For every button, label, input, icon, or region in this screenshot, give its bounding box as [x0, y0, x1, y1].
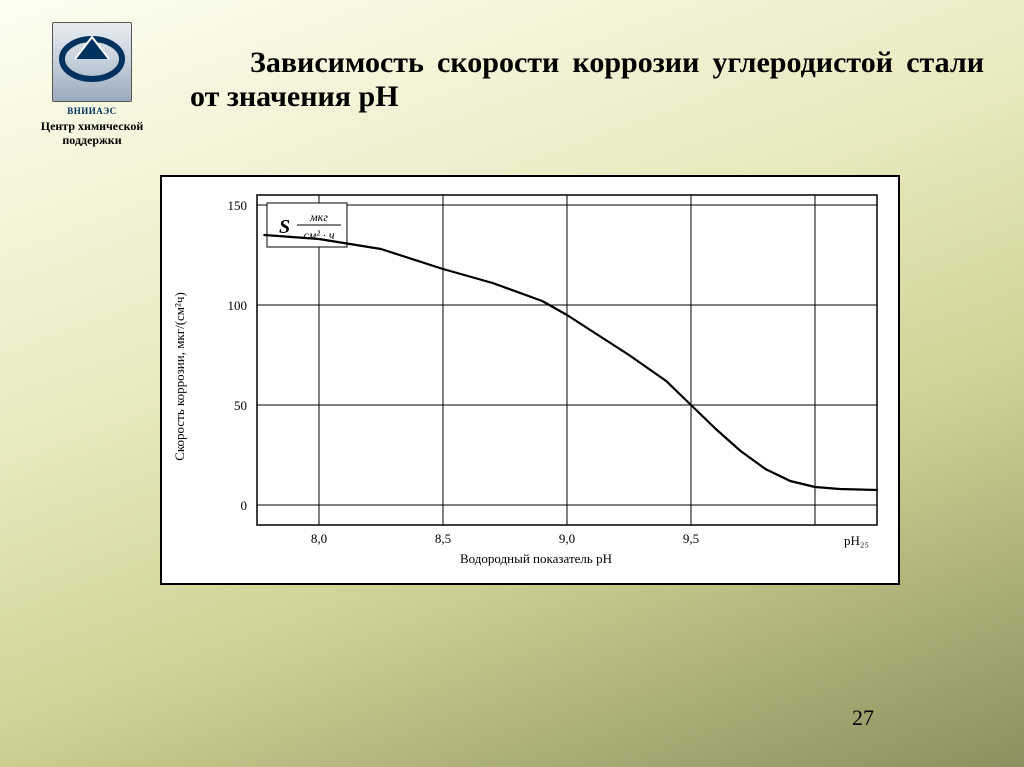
- slide-title: Зависимость скорости коррозии углеродист…: [190, 46, 984, 114]
- svg-text:8,0: 8,0: [311, 531, 327, 546]
- svg-text:8,5: 8,5: [435, 531, 451, 546]
- slide-title-block: Зависимость скорости коррозии углеродист…: [190, 46, 984, 114]
- chart-svg: 8,0 8,5 9,0 9,5 0 50 100 150 Водородный показате…: [162, 177, 898, 583]
- svg-text:Водородный показатель рН: Водородный показатель рН: [460, 551, 612, 566]
- svg-text:50: 50: [234, 398, 247, 413]
- slide-title-text: Зависимость скорости коррозии углеродист…: [190, 46, 984, 113]
- page-number: 27: [852, 705, 874, 731]
- svg-text:9,5: 9,5: [683, 531, 699, 546]
- svg-text:150: 150: [228, 198, 248, 213]
- chart-frame: 8,0 8,5 9,0 9,5 0 50 100 150 Водородный показате…: [160, 175, 900, 585]
- svg-text:мкг: мкг: [309, 210, 328, 224]
- svg-text:9,0: 9,0: [559, 531, 575, 546]
- logo-icon: [52, 22, 132, 102]
- logo-block: ВНИИАЭС Центр химической поддержки: [32, 22, 152, 148]
- logo-org-label: ВНИИАЭС: [32, 106, 152, 116]
- svg-text:S: S: [279, 216, 290, 238]
- slide: ВНИИАЭС Центр химической поддержки Завис…: [0, 0, 1024, 767]
- logo-subtitle: Центр химической поддержки: [32, 120, 152, 148]
- svg-text:Скорость коррозии, мкг/(см²ч): Скорость коррозии, мкг/(см²ч): [172, 292, 187, 461]
- logo-sub-line2: поддержки: [62, 133, 121, 147]
- svg-text:0: 0: [241, 498, 248, 513]
- svg-text:pH₂₅: pH₂₅: [844, 533, 869, 548]
- logo-sub-line1: Центр химической: [41, 119, 144, 133]
- svg-text:100: 100: [228, 298, 248, 313]
